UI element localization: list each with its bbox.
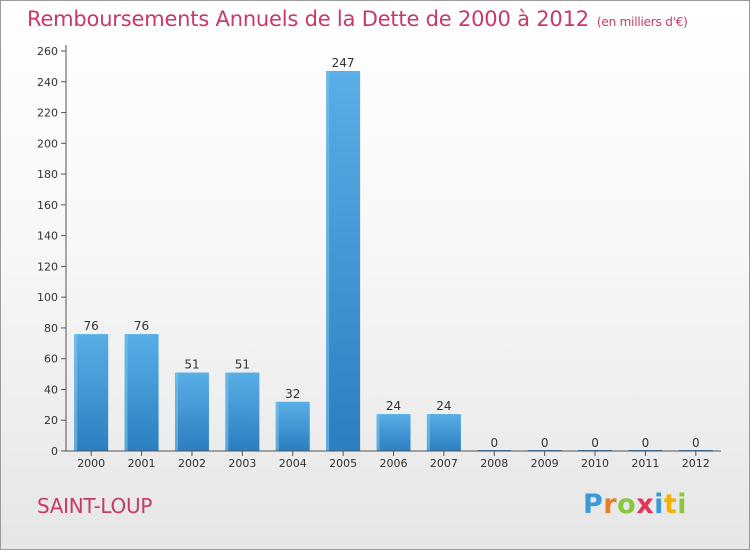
x-tick-label: 2002 xyxy=(178,457,206,470)
logo-letter: x xyxy=(636,489,655,520)
y-tick-label: 100 xyxy=(37,291,58,304)
data-label: 0 xyxy=(541,436,549,450)
bar-2002 xyxy=(174,372,209,451)
bar-highlight xyxy=(426,414,430,451)
data-label: 0 xyxy=(692,436,700,450)
y-tick-label: 140 xyxy=(37,230,58,243)
x-tick-label: 2000 xyxy=(77,457,105,470)
y-tick-label: 200 xyxy=(37,137,58,150)
bar-2006 xyxy=(376,414,411,451)
chart-title: Remboursements Annuels de la Dette de 20… xyxy=(27,7,688,31)
data-label: 51 xyxy=(235,358,250,372)
data-label: 24 xyxy=(436,399,451,413)
data-label: 0 xyxy=(490,436,498,450)
x-axis: 2000 2001 2002 2003 2004 2005 2006 2007 2008 2009… xyxy=(66,450,721,470)
x-tick-label: 2005 xyxy=(329,457,357,470)
y-tick-label: 220 xyxy=(37,107,58,120)
bar-2001 xyxy=(124,334,159,451)
bar-2005 xyxy=(326,71,361,451)
data-label: 0 xyxy=(642,436,650,450)
y-tick-label: 260 xyxy=(37,45,58,58)
logo-letter: o xyxy=(617,489,637,520)
logo-letter: r xyxy=(603,489,618,520)
data-label: 76 xyxy=(134,319,149,333)
data-label: 76 xyxy=(84,319,99,333)
bar-2007 xyxy=(426,414,461,451)
logo-letter: i xyxy=(677,489,688,520)
y-tick-label: 20 xyxy=(44,414,58,427)
x-tick-label: 2010 xyxy=(581,457,609,470)
x-tick-label: 2007 xyxy=(430,457,458,470)
logo-letter: t xyxy=(663,489,678,520)
y-tick-label: 240 xyxy=(37,76,58,89)
x-tick-label: 2003 xyxy=(228,457,256,470)
y-tick-label: 120 xyxy=(37,260,58,273)
data-label: 0 xyxy=(591,436,599,450)
x-tick-label: 2001 xyxy=(128,457,156,470)
data-label: 51 xyxy=(184,358,199,372)
bar-highlight xyxy=(326,71,330,451)
logo-letter: i xyxy=(654,489,664,520)
commune-name: SAINT-LOUP xyxy=(37,494,153,518)
chart-unit: (en milliers d'€) xyxy=(596,15,688,29)
x-tick-label: 2012 xyxy=(682,457,710,470)
x-tick-label: 2004 xyxy=(279,457,307,470)
y-tick-label: 0 xyxy=(51,445,58,458)
bar-2003 xyxy=(225,372,260,451)
y-tick-label: 40 xyxy=(44,383,58,396)
logo-letter: P xyxy=(583,489,604,520)
bar-2004 xyxy=(275,401,310,451)
bar-highlight xyxy=(124,334,128,451)
x-tick-label: 2011 xyxy=(631,457,659,470)
y-tick-label: 60 xyxy=(44,353,58,366)
y-tick-label: 180 xyxy=(37,168,58,181)
x-tick-label: 2008 xyxy=(480,457,508,470)
bar-highlight xyxy=(174,372,178,451)
data-label: 24 xyxy=(386,399,401,413)
y-tick-label: 160 xyxy=(37,199,58,212)
x-tick-label: 2009 xyxy=(531,457,559,470)
bar-highlight xyxy=(225,372,229,451)
proxiti-logo[interactable]: Proxiti xyxy=(583,489,687,520)
data-label: 32 xyxy=(285,387,300,401)
bar-highlight xyxy=(74,334,78,451)
x-tick-label: 2006 xyxy=(380,457,408,470)
bar-highlight xyxy=(275,401,279,451)
bar-2000 xyxy=(74,334,109,451)
data-label: 247 xyxy=(332,56,355,70)
y-tick-label: 80 xyxy=(44,322,58,335)
y-axis: 0 20 40 60 80 100 120 140 160 180 200 220 240 260 xyxy=(37,45,67,458)
bar-highlight xyxy=(376,414,380,451)
bars: 76 76 51 51 32 247 24 24 0 0 0 0 0 xyxy=(74,56,713,451)
